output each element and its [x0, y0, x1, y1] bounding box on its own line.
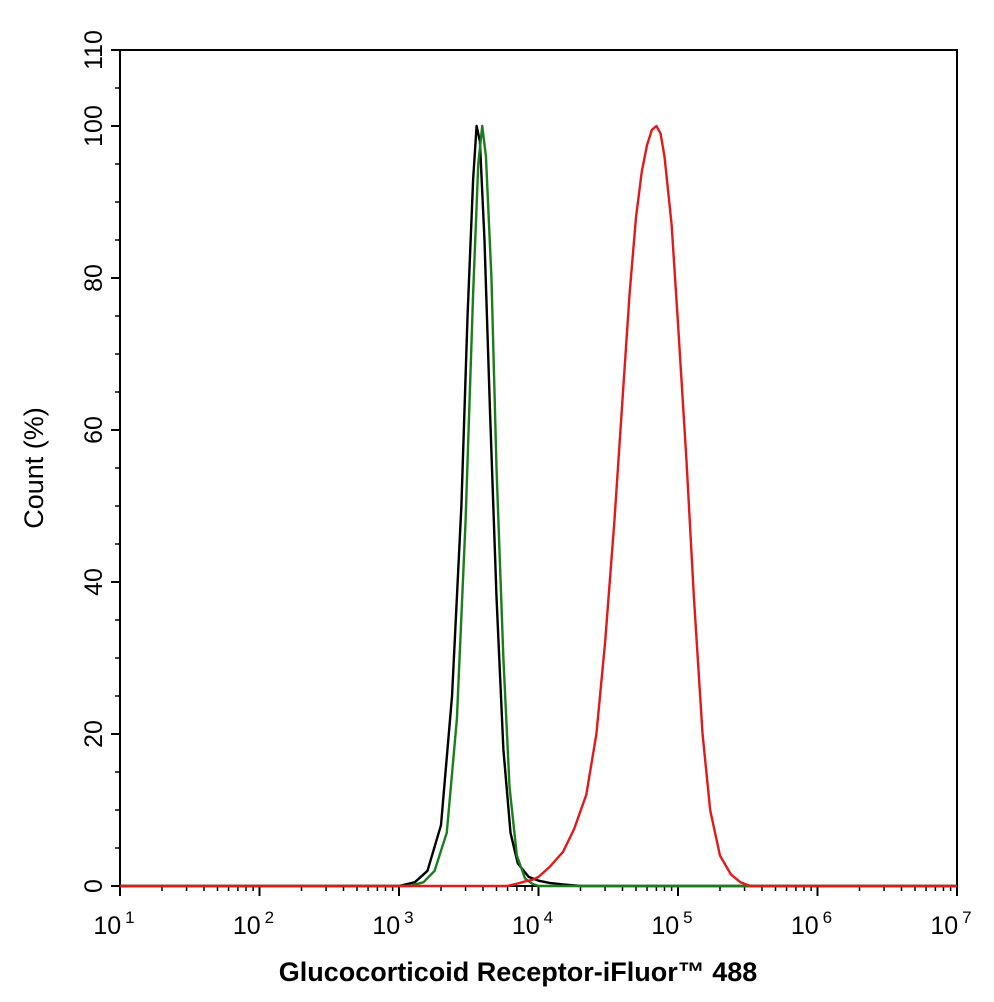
x-tick-base: 10 — [651, 912, 679, 940]
series-layer — [120, 124, 957, 888]
x-tick-base: 10 — [512, 912, 540, 940]
y-tick-label: 110 — [80, 30, 108, 70]
y-tick-label: 80 — [80, 264, 108, 292]
y-tick-label: 60 — [80, 416, 108, 444]
x-tick-base: 10 — [791, 912, 819, 940]
x-tick-exponent: 3 — [404, 908, 413, 927]
x-tick-exponent: 1 — [125, 908, 134, 927]
y-tick-label: 0 — [80, 879, 108, 893]
plot-area-frame — [119, 49, 958, 887]
y-axis-label: Count (%) — [19, 407, 49, 529]
x-tick-exponent: 4 — [544, 908, 553, 927]
x-tick-exponent: 6 — [823, 908, 832, 927]
histogram-series-line-3 — [120, 124, 957, 888]
x-tick-label: 10 6 — [791, 908, 832, 940]
x-axis: 10 1 10 2 10 3 10 4 10 5 10 6 10 7 — [93, 886, 972, 940]
x-tick-label: 10 5 — [651, 908, 692, 940]
x-tick-base: 10 — [372, 912, 400, 940]
x-axis-label: Glucocorticoid Receptor-iFluor™ 488 — [279, 957, 758, 987]
x-tick-label: 10 4 — [512, 908, 553, 940]
histogram-series-line-2 — [120, 124, 957, 888]
x-tick-exponent: 2 — [265, 908, 274, 927]
y-tick-label: 20 — [80, 720, 108, 748]
y-axis: 0 20 40 60 80 100 110 — [80, 30, 120, 893]
x-tick-base: 10 — [930, 912, 958, 940]
x-tick-base: 10 — [233, 912, 261, 940]
histogram-series-line-1 — [120, 124, 957, 888]
y-tick-label: 40 — [80, 568, 108, 596]
x-tick-label: 10 1 — [93, 908, 134, 940]
x-tick-label: 10 7 — [930, 908, 971, 940]
y-tick-label: 100 — [80, 105, 108, 147]
x-tick-exponent: 7 — [962, 908, 971, 927]
x-tick-base: 10 — [93, 912, 121, 940]
x-tick-label: 10 2 — [233, 908, 274, 940]
x-tick-exponent: 5 — [683, 908, 692, 927]
x-tick-label: 10 3 — [372, 908, 413, 940]
